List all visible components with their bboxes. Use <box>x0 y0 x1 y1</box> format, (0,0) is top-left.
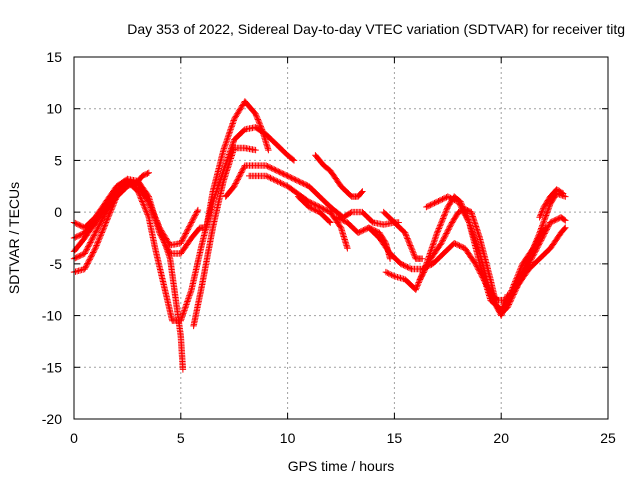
series-track-6 <box>190 144 259 330</box>
y-axis-label: SDTVAR / TECUs <box>6 182 22 294</box>
series-track-13 <box>380 208 426 262</box>
y-tick-label: -5 <box>50 256 63 272</box>
x-tick-label: 15 <box>387 430 403 446</box>
x-tick-label: 0 <box>70 430 78 446</box>
series-markers <box>246 172 351 252</box>
y-tick-label: 0 <box>54 204 62 220</box>
series-track-10 <box>312 152 366 200</box>
series-track-18 <box>536 186 567 221</box>
plot-frame <box>73 56 609 420</box>
x-tick-label: 25 <box>600 430 616 446</box>
series-track-8 <box>246 172 351 252</box>
series-track-7 <box>222 162 402 228</box>
series-markers <box>536 186 567 221</box>
series-markers <box>423 193 511 314</box>
series-markers <box>190 144 259 330</box>
series-markers <box>380 208 426 262</box>
tick-labels: 0 5 10 15 20 25 -20 -15 -10 -5 0 5 10 15 <box>42 49 616 446</box>
grid <box>74 57 608 419</box>
series-markers <box>502 224 550 309</box>
y-tick-label: -20 <box>42 411 62 427</box>
series-markers <box>312 152 366 200</box>
y-tick-label: -10 <box>42 308 62 324</box>
series-markers <box>295 193 334 226</box>
axes <box>73 56 609 420</box>
y-tick-label: 5 <box>54 152 62 168</box>
series-markers <box>365 224 394 262</box>
series-track-17 <box>502 224 550 309</box>
x-tick-label: 10 <box>280 430 296 446</box>
x-axis-label: GPS time / hours <box>288 458 395 474</box>
x-tick-label: 5 <box>177 430 185 446</box>
x-tick-label: 20 <box>493 430 509 446</box>
series-track-9 <box>295 193 334 226</box>
series-track-16 <box>423 193 511 314</box>
chart-title: Day 353 of 2022, Sidereal Day-to-day VTE… <box>127 21 625 37</box>
y-tick-label: 10 <box>46 101 62 117</box>
series-markers <box>222 162 402 228</box>
series-track-12 <box>365 224 394 262</box>
y-tick-label: 15 <box>46 49 62 65</box>
y-tick-label: -15 <box>42 359 62 375</box>
